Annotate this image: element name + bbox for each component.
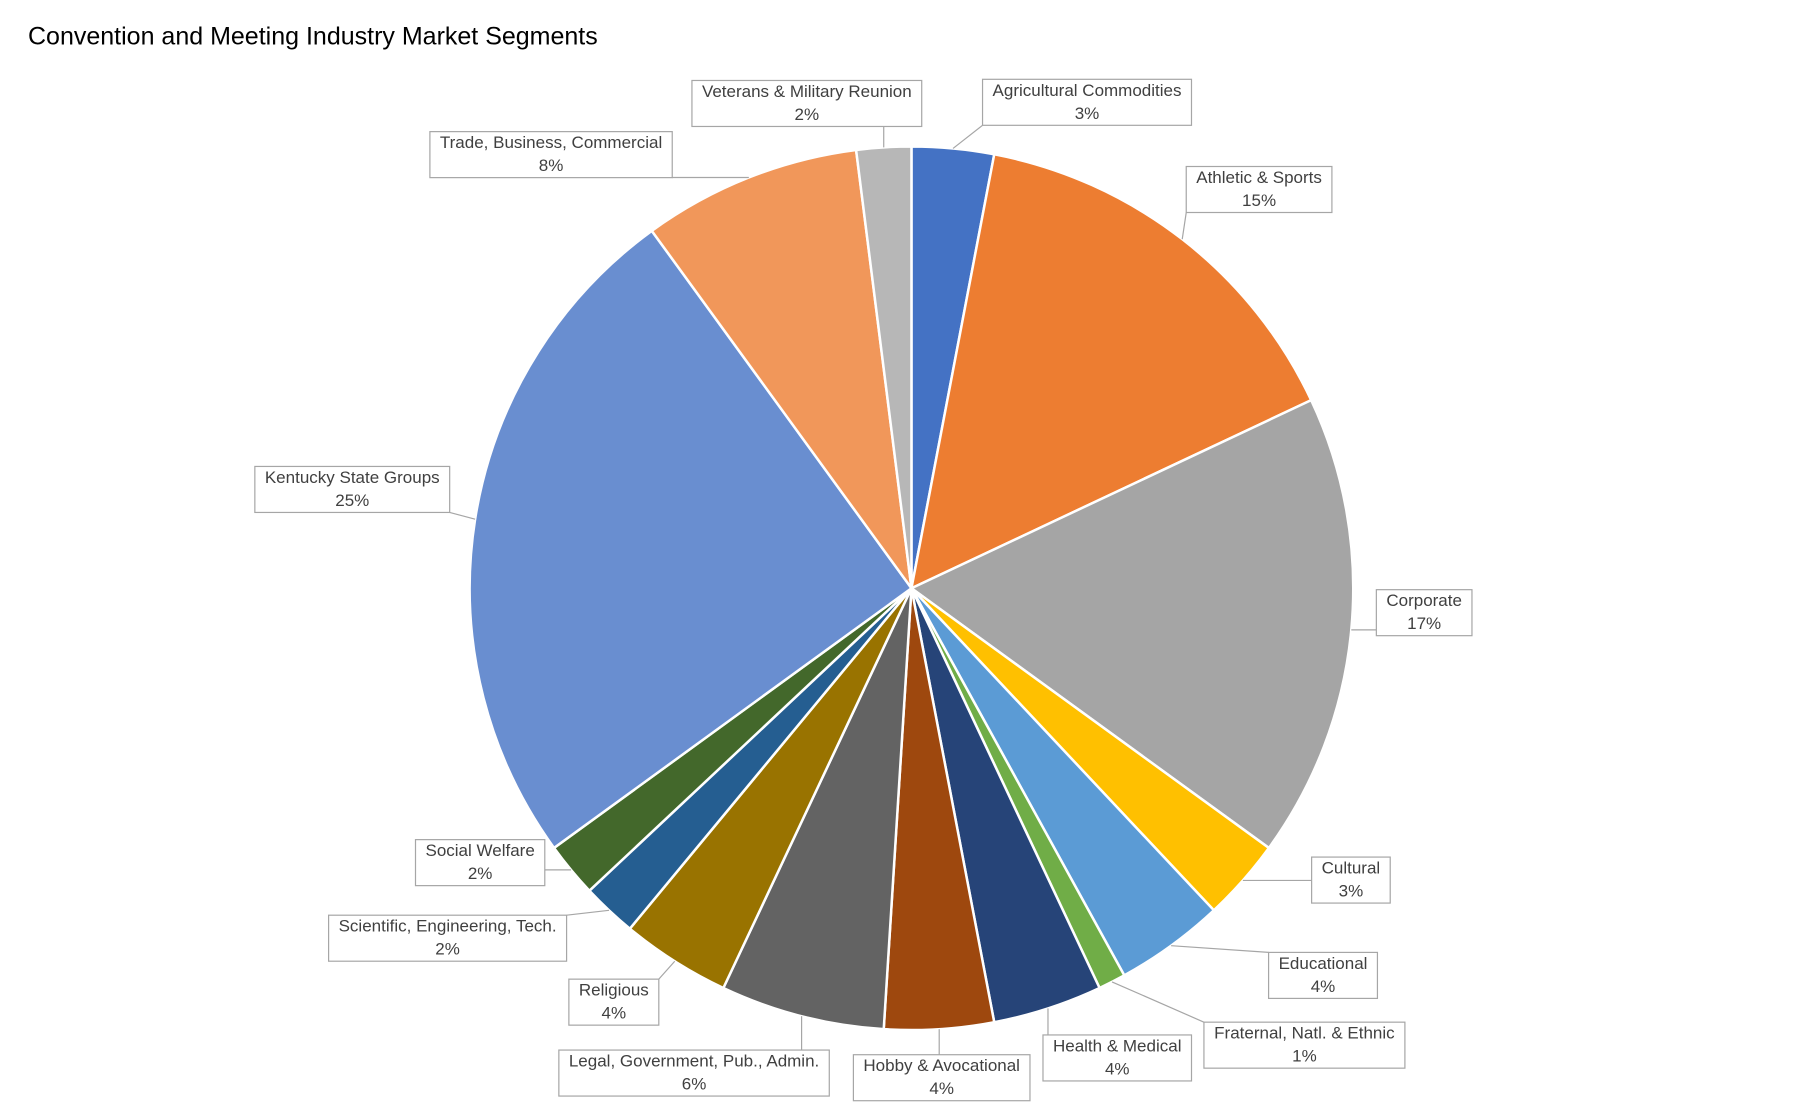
label-name: Athletic & Sports (1196, 168, 1322, 187)
data-label: Fraternal, Natl. & Ethnic 1% (1111, 981, 1406, 1069)
pie-slice (721, 587, 913, 1031)
label-value: 3% (1339, 882, 1364, 901)
label-box (1311, 856, 1391, 904)
data-label: Corporate 17% (1351, 589, 1473, 637)
data-label: Kentucky State Groups 25% (254, 465, 476, 520)
leader-line (566, 909, 610, 916)
labels: Agricultural Commodities 3% Athletic & Spo… (254, 78, 1473, 1102)
data-label: Athletic & Sports 15% (1181, 165, 1333, 240)
label-name: Kentucky State Groups (265, 468, 440, 487)
data-label: Trade, Business, Commercial 8% (429, 131, 749, 179)
label-value: 4% (929, 1079, 954, 1098)
data-label: Religious 4% (568, 960, 676, 1026)
label-value: 3% (1075, 104, 1100, 123)
label-value: 8% (539, 156, 564, 175)
label-value: 2% (468, 864, 493, 883)
leader-line (658, 960, 676, 980)
leader-line (1171, 945, 1269, 954)
label-name: Social Welfare (425, 841, 534, 860)
data-label: Health & Medical 4% (1042, 1008, 1193, 1082)
label-value: 1% (1292, 1047, 1317, 1066)
label-value: 2% (795, 105, 820, 124)
data-label: Legal, Government, Pub., Admin. 6% (558, 1016, 830, 1097)
label-box (1185, 165, 1333, 214)
label-box (558, 1049, 830, 1097)
label-name: Educational (1279, 954, 1368, 973)
pie-slice (650, 148, 913, 590)
label-value: 4% (602, 1004, 627, 1023)
data-label: Veterans & Military Reunion 2% (691, 79, 923, 148)
label-box (568, 978, 660, 1026)
data-label: Scientific, Engineering, Tech. 2% (328, 909, 610, 962)
label-box (429, 131, 673, 179)
label-name: Legal, Government, Pub., Admin. (569, 1052, 819, 1071)
label-value: 4% (1105, 1059, 1130, 1078)
label-name: Trade, Business, Commercial (440, 133, 662, 152)
label-box (1042, 1034, 1193, 1082)
pie-slice (909, 398, 1355, 850)
label-name: Agricultural Commodities (993, 81, 1182, 100)
label-box (852, 1054, 1031, 1102)
pie-slice (468, 229, 914, 850)
label-name: Scientific, Engineering, Tech. (339, 917, 557, 936)
pie-slice (854, 145, 913, 589)
label-name: Hobby & Avocational (863, 1056, 1020, 1075)
label-name: Health & Medical (1053, 1036, 1182, 1055)
slices (468, 145, 1355, 1032)
data-label: Cultural 3% (1242, 856, 1391, 904)
label-name: Veterans & Military Reunion (702, 82, 912, 101)
label-value: 17% (1407, 614, 1441, 633)
label-value: 2% (435, 940, 460, 959)
label-box (414, 839, 546, 887)
label-value: 4% (1311, 977, 1336, 996)
data-label: Social Welfare 2% (414, 839, 572, 887)
label-name: Corporate (1386, 591, 1462, 610)
label-name: Fraternal, Natl. & Ethnic (1214, 1024, 1395, 1043)
label-box (1375, 589, 1473, 637)
label-box (1203, 1021, 1406, 1069)
label-box (328, 914, 568, 962)
label-box (691, 79, 923, 128)
leader-line (1181, 212, 1187, 240)
leader-line (1111, 981, 1205, 1023)
label-name: Religious (579, 981, 649, 1000)
label-value: 25% (335, 491, 369, 510)
label-value: 6% (682, 1075, 707, 1094)
data-label: Agricultural Commodities 3% (952, 78, 1193, 149)
leader-line (449, 511, 476, 520)
data-label: Educational 4% (1171, 945, 1379, 1000)
data-label: Hobby & Avocational 4% (852, 1029, 1031, 1102)
label-box (254, 465, 451, 514)
label-box (981, 78, 1193, 126)
label-value: 15% (1242, 191, 1276, 210)
label-box (1267, 951, 1379, 1000)
label-name: Cultural (1322, 859, 1381, 878)
chart-title: Convention and Meeting Industry Market S… (28, 23, 598, 51)
leader-line (952, 124, 983, 149)
